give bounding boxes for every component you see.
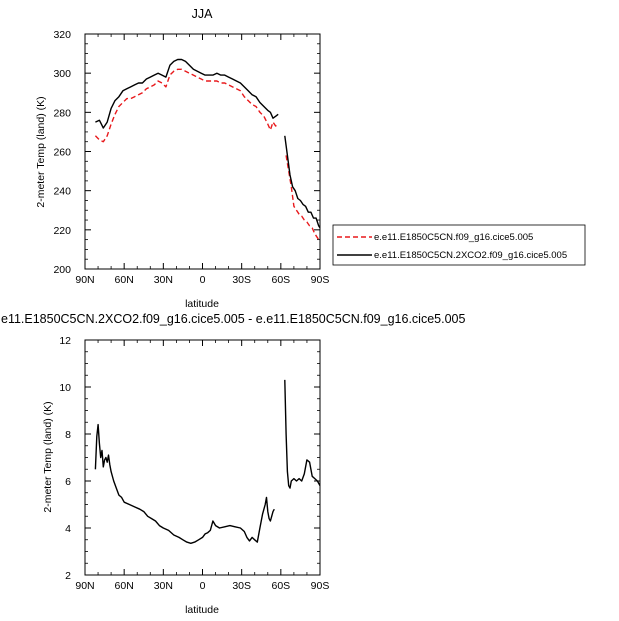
y-tick-label: 8 — [65, 429, 71, 441]
x-tick-label: 30S — [232, 580, 251, 592]
temperature-chart: JJA 90N 60N 30N 0 30S 60S 90S 200 220 240 260 280 30… — [35, 7, 329, 310]
y-axis-label: 2-meter Temp (land) (K) — [42, 401, 54, 512]
x-tick-label: 90N — [75, 274, 94, 286]
x-tick-label: 30N — [154, 580, 173, 592]
y-tick-label: 300 — [53, 68, 71, 80]
series-line-0 — [285, 155, 321, 242]
x-tick-label: 60S — [271, 580, 290, 592]
y-tick-label: 260 — [53, 147, 71, 159]
series-line-0 — [94, 68, 279, 143]
legend-box — [332, 224, 586, 266]
x-tick-label: 30N — [154, 274, 173, 286]
legend-label-control: e.e11.E1850C5CN.f09_g16.cice5.005 — [374, 232, 533, 243]
series-line-0 — [94, 423, 275, 544]
x-tick-label: 60S — [271, 274, 290, 286]
y-tick-label: 10 — [59, 382, 71, 394]
legend-label-2xco2: e.e11.E1850C5CN.2XCO2.f09_g16.cice5.005 — [374, 250, 567, 261]
y-tick-label: 4 — [65, 523, 71, 535]
y-tick-label: 2 — [65, 570, 71, 582]
x-tick-label: 90N — [75, 580, 94, 592]
y-tick-label: 6 — [65, 476, 71, 488]
series-line-1 — [95, 58, 279, 129]
y-tick-label: 280 — [53, 107, 71, 119]
y-tick-label: 200 — [53, 264, 71, 276]
plot-frame — [84, 33, 321, 270]
y-tick-label: 12 — [59, 335, 71, 347]
y-tick-label: 320 — [53, 29, 71, 41]
x-axis-label: latitude — [185, 298, 219, 310]
plot-frame — [84, 339, 321, 576]
x-tick-label: 0 — [200, 580, 206, 592]
x-tick-label: 0 — [200, 274, 206, 286]
legend: e.e11.E1850C5CN.f09_g16.cice5.005 e.e11.… — [332, 224, 586, 266]
x-axis-label: latitude — [185, 604, 219, 616]
chart-title: e.e11.E1850C5CN.2XCO2.f09_g16.cice5.005 … — [0, 312, 465, 326]
y-tick-label: 220 — [53, 225, 71, 237]
x-tick-label: 60N — [115, 580, 134, 592]
y-tick-label: 240 — [53, 186, 71, 198]
x-tick-label: 90S — [311, 580, 330, 592]
series-line-0 — [284, 379, 321, 489]
x-tick-label: 90S — [311, 274, 330, 286]
series-line-1 — [284, 135, 321, 229]
x-tick-label: 30S — [232, 274, 251, 286]
x-tick-label: 60N — [115, 274, 134, 286]
difference-chart: e.e11.E1850C5CN.2XCO2.f09_g16.cice5.005 … — [0, 312, 465, 616]
y-axis-label: 2-meter Temp (land) (K) — [35, 96, 47, 207]
chart-title: JJA — [192, 7, 214, 21]
